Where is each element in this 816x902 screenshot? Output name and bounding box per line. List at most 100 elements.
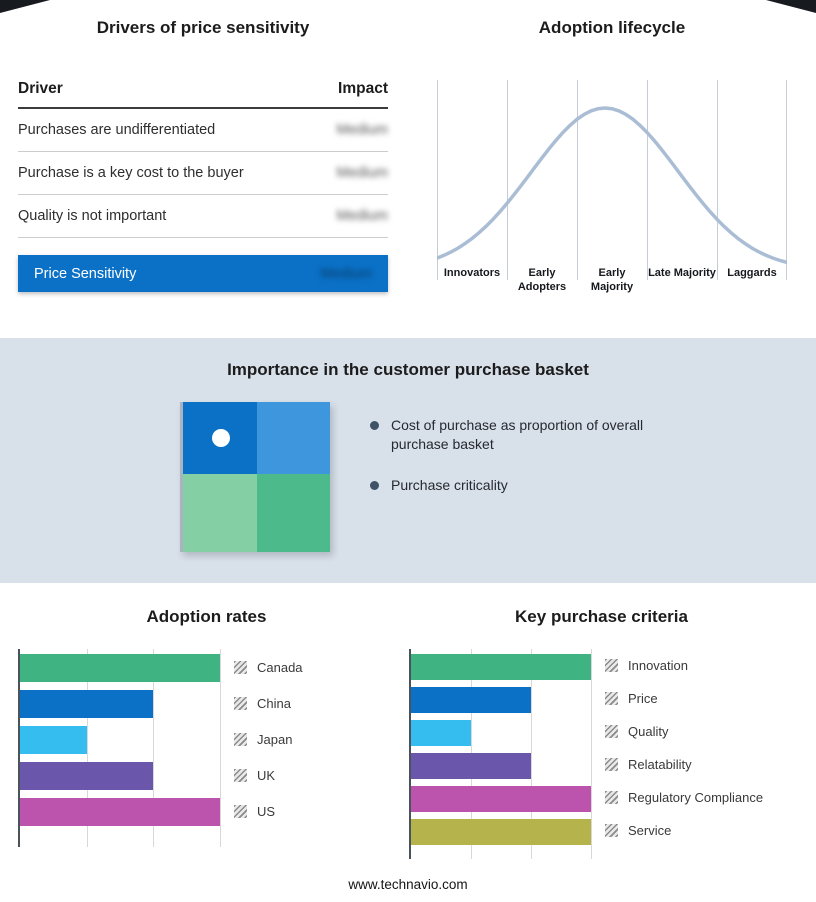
basket-bullet-list: Cost of purchase as proportion of overal…: [370, 416, 646, 517]
bar-price: [411, 687, 531, 713]
legend-item: UK: [234, 757, 303, 793]
list-item: Cost of purchase as proportion of overal…: [370, 416, 646, 454]
lifecycle-stage-label: Early Majority: [590, 267, 634, 293]
bottom-section: Adoption rates Canada China Japan UK US Key …: [0, 583, 816, 902]
lifecycle-stage-label: Early Adopters: [517, 267, 567, 293]
drivers-panel: Drivers of price sensitivity Driver Impa…: [0, 18, 408, 338]
adoption-rates-title: Adoption rates: [146, 607, 267, 626]
adoption-rates-plot: [18, 649, 221, 847]
quadrant-cell-top-right: [256, 402, 330, 474]
key-purchase-criteria-legend: Innovation Price Quality Relatability Regula…: [605, 649, 763, 859]
table-row: Quality is not important Medium: [18, 195, 388, 238]
legend-item: Service: [605, 814, 763, 847]
driver-cell: Purchases are undifferentiated: [18, 122, 216, 138]
legend-swatch-icon: [605, 659, 618, 672]
bar-quality: [411, 720, 471, 746]
driver-cell: Purchase is a key cost to the buyer: [18, 165, 244, 181]
legend-label: Quality: [628, 724, 669, 739]
legend-label: US: [257, 803, 276, 819]
bar-innovation: [411, 654, 591, 680]
bullet-text: Cost of purchase as proportion of overal…: [391, 417, 644, 452]
legend-swatch-icon: [234, 660, 247, 674]
price-sensitivity-impact-redacted: Medium: [320, 265, 372, 282]
legend-swatch-icon: [605, 725, 618, 738]
legend-label: China: [257, 695, 291, 711]
drivers-table-header: Driver Impact: [18, 80, 388, 109]
legend-item: China: [234, 685, 303, 721]
bar-canada: [20, 654, 220, 682]
legend-label: Price: [628, 691, 658, 706]
list-item: Purchase criticality: [370, 476, 646, 495]
driver-column-header: Driver: [18, 80, 63, 97]
legend-item: Regulatory Compliance: [605, 781, 763, 814]
impact-cell-redacted: Medium: [336, 208, 388, 224]
legend-label: Regulatory Compliance: [628, 790, 764, 805]
impact-column-header: Impact: [338, 80, 388, 97]
quadrant-marker-dot-icon: [212, 429, 231, 447]
drivers-table: Driver Impact Purchases are undifferenti…: [18, 80, 388, 292]
corner-accent-left-icon: [0, 0, 50, 13]
legend-item: US: [234, 793, 303, 829]
legend-swatch-icon: [234, 732, 247, 746]
chart-row: Canada China Japan UK US: [18, 649, 395, 847]
legend-item: Price: [605, 682, 763, 715]
legend-label: Service: [628, 823, 672, 838]
impact-cell-redacted: Medium: [336, 122, 388, 138]
bar-relatability: [411, 753, 531, 779]
key-purchase-criteria-title: Key purchase criteria: [515, 607, 688, 626]
bullet-icon: [370, 480, 379, 490]
bell-curve-path: [435, 106, 789, 265]
legend-label: Innovation: [628, 658, 688, 673]
lifecycle-stage-label: Innovators: [443, 267, 501, 279]
key-purchase-criteria-plot: [409, 649, 592, 859]
lifecycle-stage-label: Laggards: [727, 267, 777, 279]
bar-service: [411, 819, 591, 845]
basket-title: Importance in the customer purchase bask…: [227, 360, 589, 379]
adoption-rates-chart: Adoption rates Canada China Japan UK US: [18, 607, 395, 902]
gridline: [591, 649, 592, 859]
legend-swatch-icon: [605, 824, 618, 837]
legend-item: Japan: [234, 721, 303, 757]
bar-regulatory-compliance: [411, 786, 591, 812]
legend-label: Japan: [257, 731, 293, 747]
legend-swatch-icon: [605, 758, 618, 771]
quadrant-cell-bottom-left: [183, 474, 257, 552]
top-section: Drivers of price sensitivity Driver Impa…: [0, 0, 816, 338]
drivers-title: Drivers of price sensitivity: [96, 18, 310, 37]
quadrant-cell-bottom-right: [256, 474, 330, 552]
legend-label: UK: [257, 767, 276, 783]
price-sensitivity-bar: Price Sensitivity Medium: [18, 255, 388, 292]
legend-label: Canada: [257, 659, 303, 675]
bar-us: [20, 798, 220, 826]
gridline: [531, 649, 532, 859]
bar-japan: [20, 726, 87, 754]
lifecycle-stage-labels: Innovators Early Adopters Early Majority La…: [437, 267, 787, 295]
legend-swatch-icon: [234, 804, 247, 818]
bell-curve-svg: [435, 80, 789, 280]
corner-accent-right-icon: [766, 0, 816, 13]
bullet-text: Purchase criticality: [391, 476, 508, 493]
purchase-basket-quadrant: [180, 402, 330, 552]
bullet-icon: [370, 421, 379, 430]
adoption-lifecycle-chart: Innovators Early Adopters Early Majority La…: [435, 80, 789, 295]
legend-swatch-icon: [234, 696, 247, 710]
bar-uk: [20, 762, 154, 790]
price-sensitivity-label: Price Sensitivity: [34, 265, 137, 282]
legend-item: Relatability: [605, 748, 763, 781]
lifecycle-panel: Adoption lifecycle Innovators Early Adopt…: [408, 18, 816, 338]
gridline: [220, 649, 221, 847]
impact-cell-redacted: Medium: [336, 165, 388, 181]
legend-item: Quality: [605, 715, 763, 748]
legend-swatch-icon: [605, 692, 618, 705]
table-row: Purchases are undifferentiated Medium: [18, 109, 388, 152]
legend-label: Relatability: [628, 757, 692, 772]
gridline: [153, 649, 155, 847]
key-purchase-criteria-chart: Key purchase criteria Innovation Price Qua…: [409, 607, 794, 902]
legend-swatch-icon: [605, 791, 618, 804]
lifecycle-stage-label: Late Majority: [648, 267, 716, 279]
table-row: Purchase is a key cost to the buyer Medi…: [18, 152, 388, 195]
basket-content: Cost of purchase as proportion of overal…: [180, 402, 816, 552]
legend-swatch-icon: [234, 768, 247, 782]
chart-row: Innovation Price Quality Relatability Regula…: [409, 649, 794, 859]
